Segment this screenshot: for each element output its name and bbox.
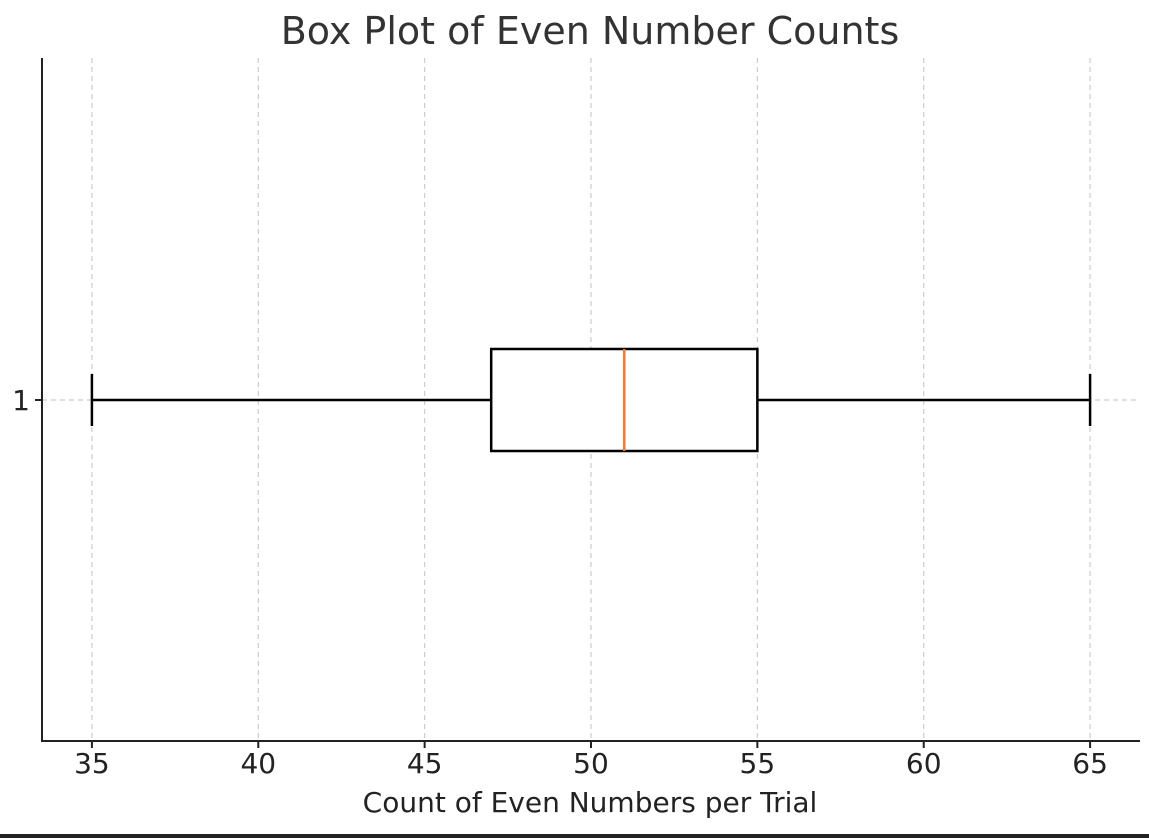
chart-title: Box Plot of Even Number Counts [281, 9, 900, 53]
x-axis-label: Count of Even Numbers per Trial [363, 786, 818, 819]
y-axis-ticks: 1 [12, 384, 42, 417]
box-plot-marks [90, 347, 1092, 453]
y-tick-label: 1 [12, 384, 30, 417]
x-tick-label: 45 [407, 747, 443, 780]
bottom-border [0, 834, 1149, 838]
x-tick-label: 35 [74, 747, 110, 780]
x-tick-label: 40 [240, 747, 276, 780]
x-axis-ticks: 35 40 45 50 55 60 65 [74, 741, 1108, 780]
x-tick-label: 60 [906, 747, 942, 780]
x-tick-label: 65 [1072, 747, 1108, 780]
x-tick-label: 50 [573, 747, 609, 780]
x-tick-label: 55 [740, 747, 776, 780]
